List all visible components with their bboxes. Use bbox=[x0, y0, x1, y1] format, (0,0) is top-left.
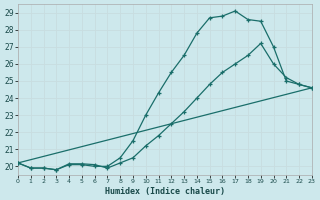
X-axis label: Humidex (Indice chaleur): Humidex (Indice chaleur) bbox=[105, 187, 225, 196]
